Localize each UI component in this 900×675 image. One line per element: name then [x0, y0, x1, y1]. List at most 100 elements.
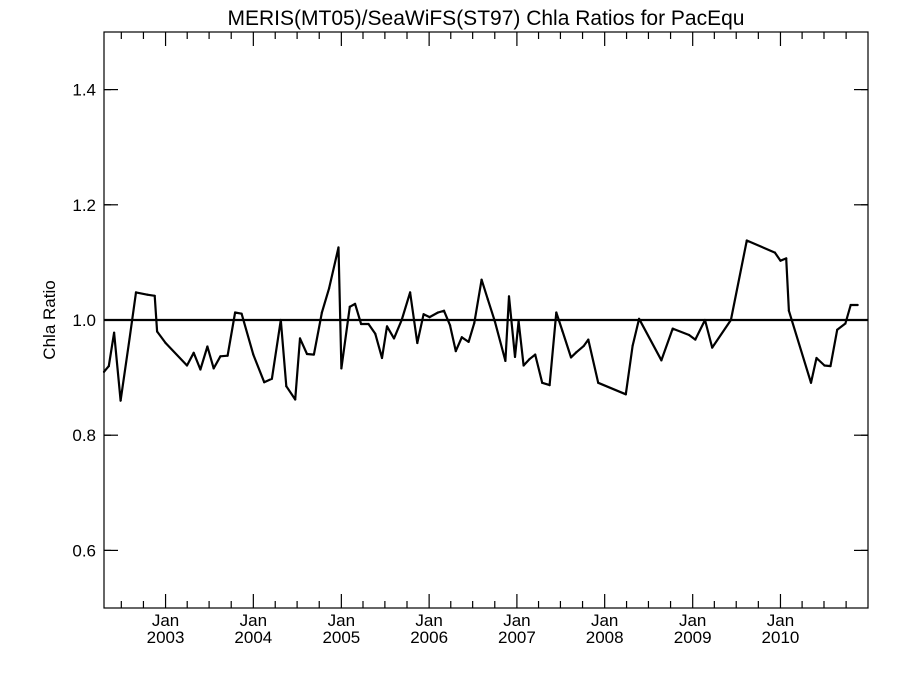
x-tick-label-month: Jan	[328, 611, 355, 630]
data-point	[517, 320, 520, 323]
data-point	[454, 350, 457, 353]
data-point	[298, 337, 302, 340]
data-point	[294, 398, 297, 401]
data-point	[219, 355, 222, 358]
x-tick-label-year: 2008	[586, 628, 624, 647]
data-point	[504, 359, 507, 362]
data-point	[392, 337, 396, 340]
data-point	[541, 381, 544, 384]
data-point	[624, 393, 627, 396]
data-point	[279, 318, 282, 322]
data-point	[156, 330, 159, 333]
data-point	[856, 303, 859, 307]
data-point	[687, 333, 691, 337]
data-point	[442, 309, 446, 312]
data-point	[102, 370, 106, 373]
data-point	[428, 316, 431, 319]
data-point	[823, 364, 826, 367]
data-point	[305, 352, 309, 356]
x-tick-label-year: 2007	[498, 628, 536, 647]
data-point	[134, 291, 138, 294]
data-point	[263, 381, 266, 384]
data-point	[694, 338, 697, 341]
data-point	[787, 309, 790, 312]
data-point	[192, 351, 195, 354]
data-point	[409, 291, 412, 294]
data-point	[153, 294, 156, 297]
data-point	[785, 257, 788, 260]
data-point	[849, 303, 852, 307]
data-point	[637, 317, 641, 320]
data-point	[711, 346, 714, 349]
data-point	[380, 356, 384, 360]
y-axis-label: Chla Ratio	[40, 280, 59, 359]
data-point	[240, 312, 243, 315]
data-point	[359, 322, 363, 326]
data-point	[844, 322, 847, 325]
x-tick-label-year: 2010	[762, 628, 800, 647]
tick-labels: 0.60.81.01.21.4Jan2003Jan2004Jan2005Jan2…	[72, 81, 799, 647]
data-point	[185, 364, 189, 367]
data-point	[486, 298, 489, 301]
data-point	[385, 325, 389, 328]
data-point	[555, 311, 558, 314]
data-point	[199, 368, 202, 371]
series-line	[103, 239, 858, 402]
data-point	[320, 311, 323, 314]
data-point	[548, 383, 551, 387]
data-point	[745, 239, 748, 242]
x-tick-label-year: 2009	[674, 628, 712, 647]
data-point	[587, 338, 590, 341]
data-point	[212, 367, 215, 370]
data-point	[829, 364, 832, 368]
x-tick-label-month: Jan	[503, 611, 530, 630]
data-point	[270, 377, 273, 380]
data-point	[561, 329, 564, 333]
data-point	[348, 305, 351, 308]
data-point	[206, 345, 209, 348]
data-point	[660, 359, 663, 362]
data-point	[836, 328, 839, 331]
data-point	[400, 318, 403, 322]
data-point	[422, 313, 425, 316]
x-tick-label-month: Jan	[767, 611, 794, 630]
data-point	[522, 364, 525, 367]
data-point	[480, 278, 483, 281]
data-point	[416, 341, 419, 345]
data-point	[119, 399, 122, 402]
data-point	[460, 336, 463, 339]
data-point	[233, 311, 237, 314]
y-tick-label: 0.8	[72, 426, 96, 445]
data-point	[467, 340, 470, 343]
data-point	[703, 318, 707, 322]
data-point	[473, 321, 476, 324]
data-point	[513, 355, 517, 358]
data-point	[128, 337, 131, 341]
data-point	[534, 353, 537, 356]
data-points	[102, 239, 859, 402]
data-point	[671, 327, 674, 330]
axis-ticks	[104, 32, 868, 608]
data-point	[337, 246, 340, 249]
data-point	[164, 341, 167, 345]
x-tick-label-year: 2004	[234, 628, 272, 647]
data-point	[809, 381, 813, 384]
data-point	[252, 353, 255, 356]
y-tick-label: 1.0	[72, 311, 96, 330]
data-point	[436, 311, 440, 314]
x-tick-label-month: Jan	[152, 611, 179, 630]
data-point	[815, 356, 818, 360]
data-point	[340, 367, 343, 370]
data-point	[582, 344, 585, 348]
x-tick-label-month: Jan	[240, 611, 267, 630]
data-point	[285, 385, 288, 388]
x-tick-label-year: 2006	[410, 628, 448, 647]
data-point	[569, 356, 573, 359]
data-point	[729, 318, 733, 322]
x-tick-label-month: Jan	[679, 611, 706, 630]
data-point	[773, 251, 777, 254]
data-point	[597, 381, 600, 384]
data-point	[528, 358, 531, 361]
data-point	[107, 364, 110, 368]
